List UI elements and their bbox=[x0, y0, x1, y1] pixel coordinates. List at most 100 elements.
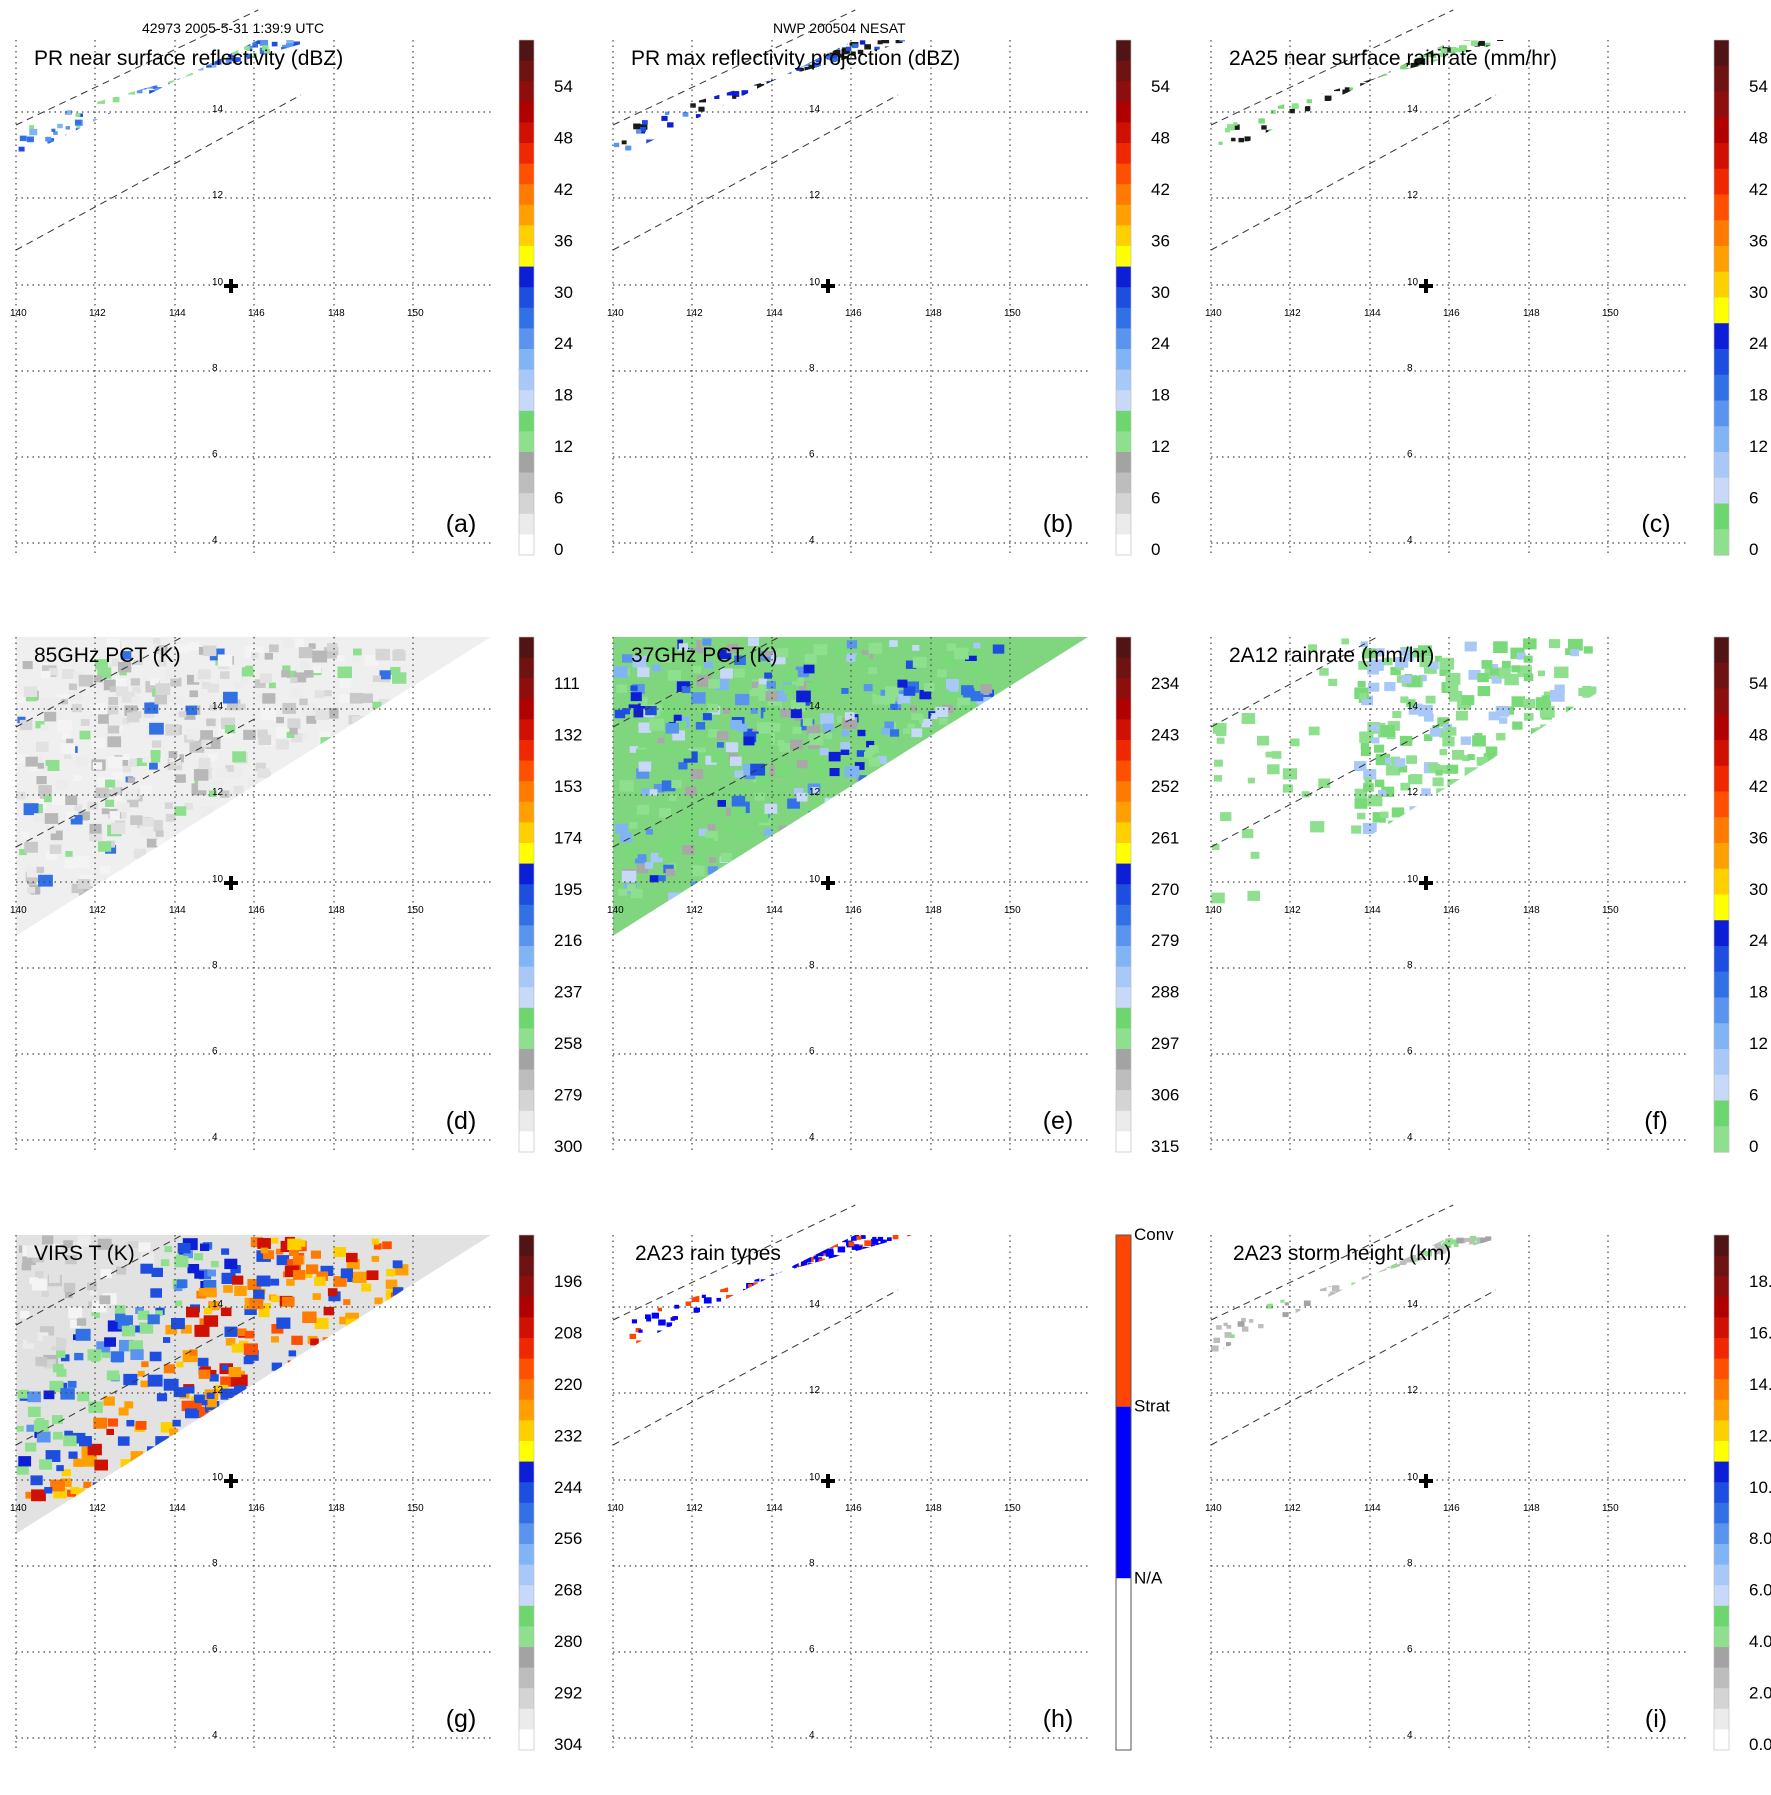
y-tick-label: 6 bbox=[809, 449, 815, 460]
y-tick-label: 6 bbox=[212, 449, 218, 460]
colorbar-tick-label: 16.0 bbox=[1749, 1323, 1771, 1342]
colorbar-segment bbox=[1714, 791, 1729, 818]
colorbar-segment bbox=[1116, 122, 1131, 144]
colorbar-tick-label: 2.0 bbox=[1749, 1684, 1771, 1703]
colorbar-tick-label: 30 bbox=[554, 283, 573, 302]
colorbar-segment bbox=[519, 184, 534, 206]
x-tick-label: 144 bbox=[1364, 905, 1381, 916]
colorbar-segment bbox=[1116, 1110, 1131, 1132]
colorbar-segment bbox=[1714, 1317, 1729, 1339]
colorbar-segment bbox=[519, 1502, 534, 1524]
colorbar-segment bbox=[519, 719, 534, 741]
colorbar-tick-label: 195 bbox=[554, 880, 582, 899]
colorbar-tick-label: Conv bbox=[1134, 1225, 1174, 1244]
colorbar-tick-label: 18.0 bbox=[1749, 1272, 1771, 1291]
colorbar-segment bbox=[1714, 117, 1729, 144]
panel-e: 140 142 144 146 148 150 14 12 10 8 6 4 37GHz PCT (K)… bbox=[607, 636, 1179, 1156]
colorbar-tick-label: 6 bbox=[554, 489, 563, 508]
x-tick-label: 142 bbox=[89, 1503, 106, 1514]
colorbar-segment bbox=[1116, 225, 1131, 247]
colorbar-tick-label: 30 bbox=[1749, 880, 1768, 899]
y-tick-label: 6 bbox=[1407, 449, 1413, 460]
y-tick-label: 10 bbox=[212, 1472, 224, 1483]
colorbar-segment bbox=[1116, 657, 1131, 679]
colorbar-tick-label: 54 bbox=[1151, 77, 1170, 96]
x-tick-label: 142 bbox=[686, 1503, 703, 1514]
panel-h: 140 142 144 146 148 150 14 12 10 8 6 4 2A23 rain typ… bbox=[607, 1204, 1174, 1751]
storm-center-marker-d bbox=[224, 876, 238, 890]
y-tick-label: 12 bbox=[809, 190, 821, 201]
colorbar-segment bbox=[1714, 1605, 1729, 1627]
colorbar-segment bbox=[1714, 662, 1729, 690]
panel-title: 2A23 storm height (km) bbox=[1233, 1242, 1451, 1265]
y-tick-label: 8 bbox=[1407, 1558, 1413, 1569]
x-tick-label: 142 bbox=[89, 308, 106, 319]
colorbar-segment bbox=[519, 143, 534, 165]
x-tick-label: 142 bbox=[1284, 905, 1301, 916]
colorbar-tick-label: 48 bbox=[1749, 725, 1768, 744]
colorbar-tick-label: 196 bbox=[554, 1272, 582, 1291]
panel-label: (b) bbox=[1043, 510, 1074, 538]
colorbar-segment bbox=[1116, 1131, 1131, 1153]
y-tick-label: 10 bbox=[1407, 1472, 1419, 1483]
colorbar-segment bbox=[519, 1090, 534, 1112]
x-tick-label: 150 bbox=[1004, 905, 1021, 916]
grid-d bbox=[15, 637, 491, 1152]
colorbar-segment bbox=[1714, 740, 1729, 767]
y-tick-label: 4 bbox=[1407, 535, 1413, 546]
colorbar-segment bbox=[1714, 1126, 1729, 1153]
colorbar-segment bbox=[1714, 894, 1729, 921]
y-tick-label: 14 bbox=[809, 701, 821, 712]
swath-edges-i bbox=[1210, 1204, 1497, 1446]
colorbar-segment bbox=[519, 60, 534, 82]
x-tick-label: 148 bbox=[1523, 905, 1540, 916]
panel-label: (f) bbox=[1644, 1107, 1668, 1135]
colorbar-i bbox=[1713, 1234, 1730, 1751]
colorbar-segment bbox=[519, 410, 534, 432]
colorbar-segment bbox=[519, 760, 534, 782]
colorbar-segment bbox=[1714, 1688, 1729, 1710]
y-tick-label: 8 bbox=[212, 363, 218, 374]
colorbar-tick-label: 243 bbox=[1151, 725, 1179, 744]
colorbar-segment bbox=[519, 884, 534, 906]
x-tick-label: 142 bbox=[89, 905, 106, 916]
x-tick-label: 144 bbox=[766, 905, 783, 916]
colorbar-segment bbox=[1116, 884, 1131, 906]
colorbar-segment bbox=[1714, 1502, 1729, 1524]
colorbar-tick-label: N/A bbox=[1134, 1568, 1163, 1587]
panel-title: VIRS T (K) bbox=[34, 1242, 135, 1265]
colorbar-tick-label: 279 bbox=[554, 1086, 582, 1105]
colorbar-segment bbox=[519, 637, 534, 659]
colorbar-b bbox=[1115, 39, 1132, 556]
colorbar-segment bbox=[1714, 503, 1729, 530]
panel-title: 2A12 rainrate (mm/hr) bbox=[1229, 644, 1434, 667]
colorbar-segment bbox=[519, 1482, 534, 1504]
colorbar-segment bbox=[1714, 1399, 1729, 1421]
colorbar-segment bbox=[1116, 760, 1131, 782]
colorbar-tick-label: 300 bbox=[554, 1137, 582, 1156]
panel-label: (c) bbox=[1641, 510, 1670, 538]
colorbar-segment bbox=[1116, 163, 1131, 185]
colorbar-tick-label: 252 bbox=[1151, 777, 1179, 796]
colorbar-tick-label: 237 bbox=[554, 983, 582, 1002]
panel-title: PR max reflectivity projection (dBZ) bbox=[631, 47, 960, 70]
colorbar-segment bbox=[519, 1647, 534, 1669]
colorbar-segment bbox=[1714, 529, 1729, 556]
x-tick-label: 144 bbox=[766, 1503, 783, 1514]
colorbar-segment bbox=[1714, 1100, 1729, 1127]
x-tick-label: 146 bbox=[845, 905, 862, 916]
panel-title: 85GHz PCT (K) bbox=[34, 644, 181, 667]
colorbar-segment bbox=[1714, 1461, 1729, 1483]
colorbar-tick-label: 256 bbox=[554, 1529, 582, 1548]
panel-title: 2A23 rain types bbox=[635, 1242, 781, 1265]
colorbar-segment bbox=[1116, 390, 1131, 412]
colorbar-segment bbox=[1116, 349, 1131, 371]
x-tick-label: 140 bbox=[10, 905, 27, 916]
y-tick-label: 8 bbox=[809, 363, 815, 374]
colorbar-segment bbox=[519, 843, 534, 865]
x-tick-label: 140 bbox=[607, 905, 624, 916]
colorbar-segment bbox=[1714, 1235, 1729, 1257]
storm-center-marker-b bbox=[821, 279, 835, 293]
panel-label: (g) bbox=[446, 1705, 477, 1733]
y-tick-label: 4 bbox=[212, 1730, 218, 1741]
